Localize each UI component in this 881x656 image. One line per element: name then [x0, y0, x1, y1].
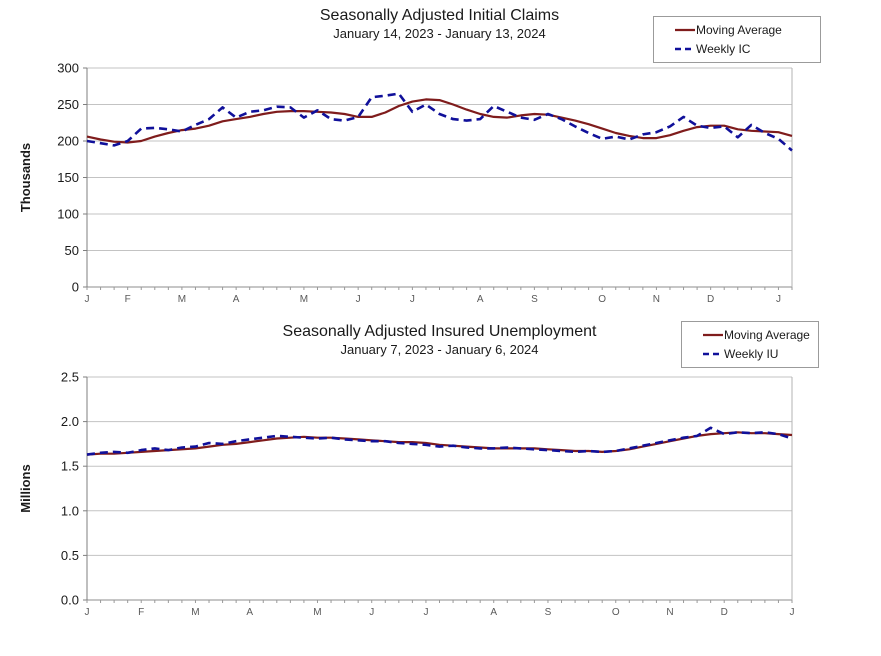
legend-item-weekly-ic: Weekly IC — [674, 40, 818, 58]
svg-text:A: A — [477, 294, 484, 305]
chart-title: Seasonally Adjusted Initial Claims — [319, 7, 560, 24]
svg-text:A: A — [246, 607, 253, 618]
svg-text:0.0: 0.0 — [61, 593, 79, 608]
x-week-ticks — [86, 287, 793, 290]
y-axis-label: Thousands — [18, 143, 33, 212]
svg-text:N: N — [666, 607, 673, 618]
chart-title: Seasonally Adjusted Insured Unemployment — [282, 323, 597, 340]
svg-text:N: N — [653, 294, 660, 305]
legend-item-moving-average: Moving Average — [702, 326, 816, 344]
svg-text:S: S — [531, 294, 538, 305]
y-tick-labels: 0.0 0.5 1.0 1.5 2.0 2.5 — [61, 370, 79, 608]
legend: Moving Average Weekly IU — [681, 321, 819, 368]
legend-label: Moving Average — [724, 328, 810, 343]
gridlines — [83, 67, 793, 290]
svg-text:J: J — [85, 294, 90, 305]
svg-text:D: D — [707, 294, 714, 305]
svg-text:0.5: 0.5 — [61, 548, 79, 563]
svg-text:J: J — [410, 294, 415, 305]
svg-text:M: M — [191, 607, 199, 618]
svg-text:200: 200 — [57, 134, 79, 149]
svg-text:J: J — [356, 294, 361, 305]
svg-text:S: S — [545, 607, 552, 618]
svg-text:F: F — [138, 607, 144, 618]
svg-text:250: 250 — [57, 97, 79, 112]
series-weekly-ic-line — [86, 92, 793, 152]
svg-text:150: 150 — [57, 170, 79, 185]
insured-unemployment-chart: Seasonally Adjusted Insured Unemployment… — [0, 312, 881, 656]
svg-text:D: D — [721, 607, 728, 618]
svg-text:O: O — [612, 607, 620, 618]
svg-text:F: F — [125, 294, 131, 305]
dashed-line-sample-icon — [703, 352, 723, 356]
svg-text:1.0: 1.0 — [61, 503, 79, 518]
svg-text:M: M — [178, 294, 186, 305]
series-weekly-iu-line — [86, 426, 793, 456]
svg-text:50: 50 — [65, 243, 79, 258]
svg-text:J: J — [369, 607, 374, 618]
series-moving-average-line — [86, 431, 793, 456]
chart-subtitle: January 14, 2023 - January 13, 2024 — [333, 26, 546, 41]
svg-text:100: 100 — [57, 207, 79, 222]
initial-claims-chart: Seasonally Adjusted Initial Claims Janua… — [0, 0, 881, 312]
legend-label: Weekly IC — [696, 41, 751, 56]
svg-text:0: 0 — [72, 280, 79, 295]
svg-text:M: M — [300, 294, 308, 305]
svg-text:A: A — [233, 294, 240, 305]
svg-text:M: M — [313, 607, 321, 618]
chart-subtitle: January 7, 2023 - January 6, 2024 — [340, 342, 539, 357]
svg-text:A: A — [490, 607, 497, 618]
solid-line-sample-icon — [703, 334, 723, 337]
svg-text:1.5: 1.5 — [61, 459, 79, 474]
legend-item-weekly-iu: Weekly IU — [702, 345, 816, 363]
initial-claims-plot: 0 50 100 150 200 250 300 J F M A M J J A S O N D J Thousands — [18, 61, 793, 305]
y-axis-label: Millions — [18, 464, 33, 512]
svg-text:J: J — [776, 294, 781, 305]
initial-claims-title-block: Seasonally Adjusted Initial Claims Janua… — [87, 6, 792, 42]
legend-item-moving-average: Moving Average — [674, 21, 818, 39]
insured-unemployment-plot: 0.0 0.5 1.0 1.5 2.0 2.5 J F M A M J J A S O N D J Millions — [18, 370, 795, 619]
svg-text:300: 300 — [57, 61, 79, 76]
svg-text:2.5: 2.5 — [61, 370, 79, 385]
svg-text:2.0: 2.0 — [61, 414, 79, 429]
legend-label: Moving Average — [696, 23, 782, 38]
svg-text:J: J — [85, 607, 90, 618]
legend-label: Weekly IU — [724, 346, 779, 361]
svg-text:O: O — [598, 294, 606, 305]
dashed-line-sample-icon — [675, 47, 695, 51]
svg-text:J: J — [423, 607, 428, 618]
insured-unemployment-title-block: Seasonally Adjusted Insured Unemployment… — [87, 322, 792, 358]
gridlines — [83, 376, 793, 603]
y-tick-labels: 0 50 100 150 200 250 300 — [57, 61, 79, 295]
svg-text:J: J — [790, 607, 795, 618]
solid-line-sample-icon — [675, 29, 695, 32]
legend: Moving Average Weekly IC — [653, 16, 821, 63]
series-moving-average-line — [86, 98, 793, 144]
x-week-ticks — [86, 600, 793, 603]
